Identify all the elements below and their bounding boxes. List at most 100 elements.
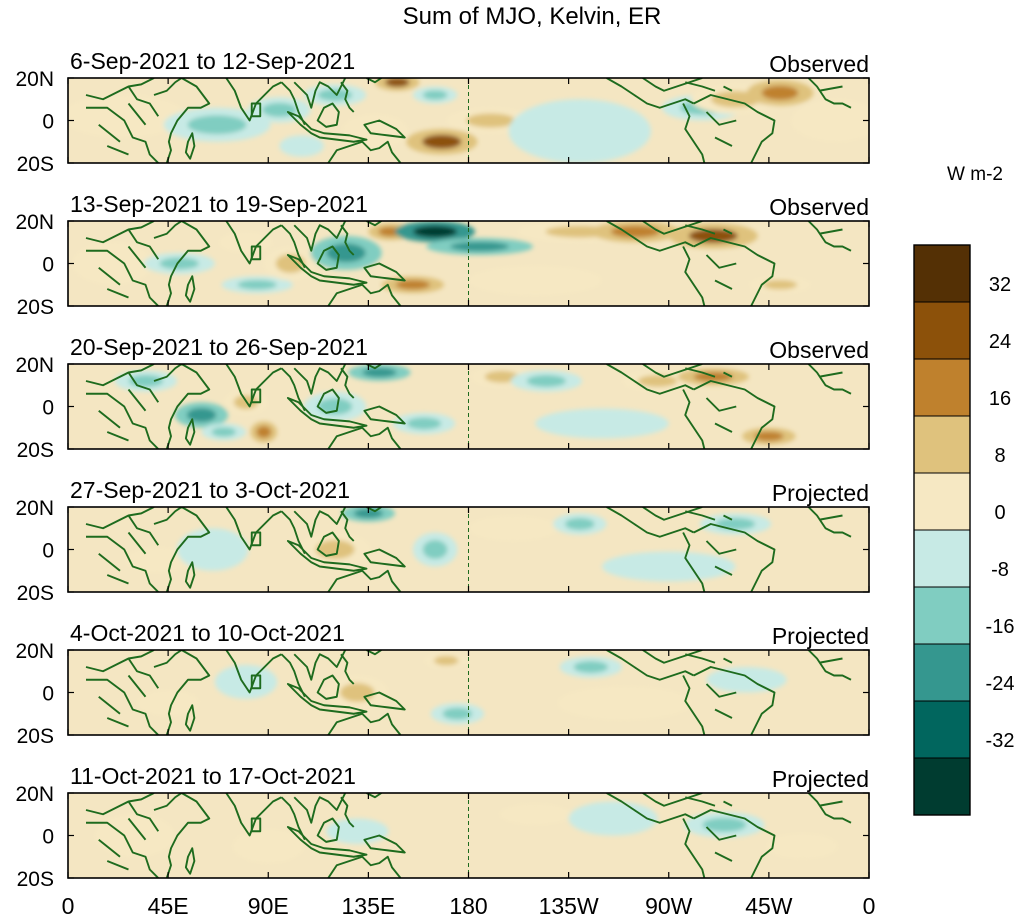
anomaly-blob (442, 707, 473, 720)
anomaly-blob (362, 367, 397, 378)
colorbar-swatch (913, 301, 971, 360)
y-tick-label: 20N (15, 783, 54, 806)
panel-period-label: 4-Oct-2021 to 10-Oct-2021 (70, 620, 345, 646)
anomaly-blob (782, 839, 822, 854)
x-tick-label: 135W (539, 893, 599, 919)
x-tick-label: 180 (449, 893, 487, 919)
y-tick-label: 20N (15, 497, 54, 520)
anomaly-blob (128, 375, 164, 387)
y-tick-label: 0 (42, 111, 54, 134)
y-tick-label: 20S (17, 582, 54, 605)
anomaly-blob (317, 398, 353, 415)
y-tick-label: 20S (17, 296, 54, 319)
anomaly-blob (638, 375, 678, 387)
panel-period-label: 20-Sep-2021 to 26-Sep-2021 (70, 334, 368, 360)
colorbar-swatch (913, 358, 971, 417)
anomaly-blob (587, 693, 661, 713)
colorbar-tick-label: 16 (989, 388, 1011, 410)
colorbar-swatch (913, 757, 971, 816)
anomaly-field (72, 221, 853, 306)
anomaly-blob (422, 134, 462, 149)
anomaly-blob (702, 817, 747, 832)
anomaly-blob (326, 243, 366, 263)
colorbar-tick-label: -16 (986, 616, 1015, 638)
anomaly-blob (340, 683, 375, 702)
y-tick-label: 20S (17, 725, 54, 748)
colorbar-tick-label: 8 (994, 445, 1005, 467)
anomaly-blob (573, 661, 609, 673)
anomaly-blob (422, 90, 448, 100)
x-tick-label: 45E (148, 893, 189, 919)
colorbar-swatch (913, 643, 971, 702)
anomaly-blob (237, 280, 277, 290)
y-tick-label: 20N (15, 68, 54, 91)
map-panel-6: 20N 0 20S 11-Oct-2021 to 17-Oct-2021 Project… (15, 763, 870, 891)
map-panel-4: 20N 0 20S 27-Sep-2021 to 3-Oct-2021 Projecte… (15, 477, 870, 605)
y-tick-label: 0 (42, 254, 54, 277)
panel-period-label: 11-Oct-2021 to 17-Oct-2021 (70, 763, 356, 789)
anomaly-blob (484, 370, 520, 383)
anomaly-blob (762, 280, 798, 290)
panel-status-label: Projected (772, 766, 869, 792)
y-tick-label: 20N (15, 640, 54, 663)
panel-status-label: Observed (769, 337, 869, 363)
anomaly-blob (688, 228, 738, 243)
anomaly-blob (588, 809, 638, 828)
anomaly-blob (565, 415, 639, 432)
colorbar-swatch (913, 415, 971, 474)
colorbar-tick-label: -8 (991, 559, 1009, 581)
y-tick-label: 20N (15, 211, 54, 234)
map-panel-1: 20N 0 20S 6-Sep-2021 to 12-Sep-2021 Observed (15, 48, 870, 176)
anomaly-field (84, 364, 853, 449)
anomaly-blob (193, 537, 233, 562)
colorbar-swatch (913, 472, 971, 531)
map-panel-2: 20N 0 20S 13-Sep-2021 to 19-Sep-2021 Observe… (15, 191, 870, 319)
map-panel-3: 20N 0 20S 20-Sep-2021 to 26-Sep-2021 Observe… (15, 334, 870, 462)
anomaly-blob (395, 280, 431, 290)
colorbar-frame (913, 244, 971, 816)
colorbar-tick-label: -24 (986, 673, 1015, 695)
x-tick-label: 90E (248, 893, 289, 919)
anomaly-blob (413, 225, 458, 238)
anomaly-blob (150, 696, 186, 711)
panel-period-label: 13-Sep-2021 to 19-Sep-2021 (70, 191, 368, 217)
anomaly-blob (248, 836, 288, 856)
y-tick-label: 0 (42, 683, 54, 706)
y-tick-label: 0 (42, 397, 54, 420)
colorbar-tick-label: 0 (994, 502, 1005, 524)
anomaly-blob (340, 824, 375, 839)
anomaly-blob (724, 672, 769, 687)
colorbar-tick-label: -32 (986, 730, 1015, 752)
figure-title: Sum of MJO, Kelvin, ER (403, 3, 662, 30)
map-panel-5: 20N 0 20S 4-Oct-2021 to 10-Oct-2021 Projecte… (15, 620, 870, 748)
x-tick-label: 0 (863, 893, 876, 919)
panel-status-label: Observed (769, 51, 869, 77)
x-tick-label: 0 (62, 893, 75, 919)
colorbar-tick-label: 32 (989, 274, 1011, 296)
anomaly-blob (187, 115, 247, 135)
anomaly-blob (515, 808, 555, 821)
panel-status-label: Projected (772, 623, 869, 649)
y-tick-label: 20S (17, 439, 54, 462)
anomaly-field (84, 507, 853, 592)
anomaly-field (68, 78, 869, 163)
anomaly-blob (89, 104, 158, 128)
colorbar: W m-2 32 24 16 8 0 -8 -16 -24 -32 (913, 164, 1015, 816)
x-axis: 0 45E 90E 135E 180 135W 90W 45W 0 (62, 893, 876, 919)
y-tick-label: 20S (17, 153, 54, 176)
anomaly-blob (540, 113, 619, 149)
x-tick-label: 135E (342, 893, 396, 919)
y-tick-label: 20S (17, 868, 54, 891)
anomaly-blob (159, 257, 199, 270)
anomaly-blob (811, 108, 861, 133)
anomaly-blob (139, 553, 175, 568)
y-tick-label: 0 (42, 540, 54, 563)
anomaly-blob (434, 655, 459, 666)
colorbar-swatch (913, 586, 971, 645)
x-tick-label: 90W (645, 893, 693, 919)
anomaly-blob (754, 431, 784, 441)
anomaly-blob (406, 417, 442, 430)
anomaly-blob (715, 518, 756, 530)
anomaly-blob (385, 78, 410, 87)
